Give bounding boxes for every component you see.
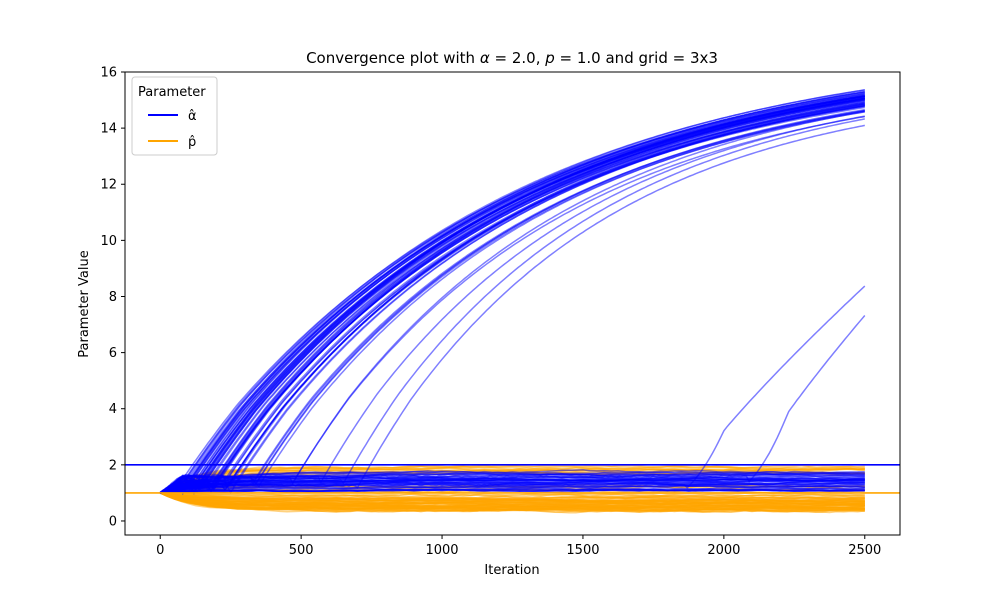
y-tick-label: 4 <box>109 402 117 417</box>
p-hat-trajectory-line <box>160 492 865 503</box>
alpha-hat-plateau-line <box>160 482 865 494</box>
x-tick-label: 2000 <box>707 543 740 558</box>
y-tick-label: 16 <box>100 66 117 81</box>
alpha-hat-trajectory-line <box>159 103 865 495</box>
y-tick-label: 10 <box>100 234 117 249</box>
alpha-hat-plateau-line <box>159 472 865 494</box>
x-tick-label: 500 <box>289 543 314 558</box>
p-hat-trajectory-line <box>159 465 865 494</box>
axes-frame <box>124 71 901 536</box>
alpha-hat-trajectory-line <box>159 97 865 494</box>
series-lines <box>159 89 866 514</box>
y-tick-label: 8 <box>109 290 117 305</box>
x-tick-label: 1000 <box>425 543 458 558</box>
alpha-hat-plateau-line <box>159 475 865 494</box>
p-hat-trajectory-line <box>159 492 865 509</box>
chart-title: Convergence plot with α = 2.0, p = 1.0 a… <box>306 49 718 67</box>
x-tick-label: 1500 <box>566 543 599 558</box>
alpha-hat-plateau-line <box>160 488 865 494</box>
alpha-hat-trajectory-line <box>160 95 865 495</box>
alpha-hat-plateau-line <box>159 471 865 494</box>
plot-area <box>124 71 901 536</box>
legend: Parameter α̂ p̂ <box>131 76 218 156</box>
alpha-hat-plateau-line <box>160 484 865 494</box>
alpha-hat-plateau-line <box>160 478 865 494</box>
y-axis-label: Parameter Value <box>77 250 92 357</box>
y-tick-label: 0 <box>109 514 117 529</box>
p-hat-trajectory-line <box>160 492 865 498</box>
p-hat-trajectory-line <box>159 492 865 514</box>
x-axis-ticks: 0 500 1000 1500 2000 2500 <box>156 535 881 558</box>
p-hat-trajectory-line <box>159 465 865 494</box>
y-tick-label: 12 <box>100 178 117 193</box>
legend-label-alpha: α̂ <box>188 109 197 124</box>
p-hat-trajectory-line <box>160 492 865 501</box>
x-axis-label: Iteration <box>484 563 539 578</box>
alpha-hat-plateau-line <box>160 486 865 494</box>
alpha-hat-trajectory-line <box>159 109 865 494</box>
legend-label-p: p̂ <box>188 135 196 150</box>
x-tick-label: 0 <box>156 543 164 558</box>
alpha-hat-trajectory-line <box>159 93 865 494</box>
y-axis-ticks: 0 2 4 6 8 10 12 14 16 <box>100 66 125 529</box>
alpha-hat-trajectory-line <box>159 89 865 494</box>
y-tick-label: 6 <box>109 346 117 361</box>
x-tick-label: 2500 <box>848 543 881 558</box>
legend-title: Parameter <box>138 85 206 100</box>
alpha-hat-plateau-line <box>159 469 865 494</box>
y-tick-label: 2 <box>109 458 117 473</box>
y-tick-label: 14 <box>100 122 117 137</box>
